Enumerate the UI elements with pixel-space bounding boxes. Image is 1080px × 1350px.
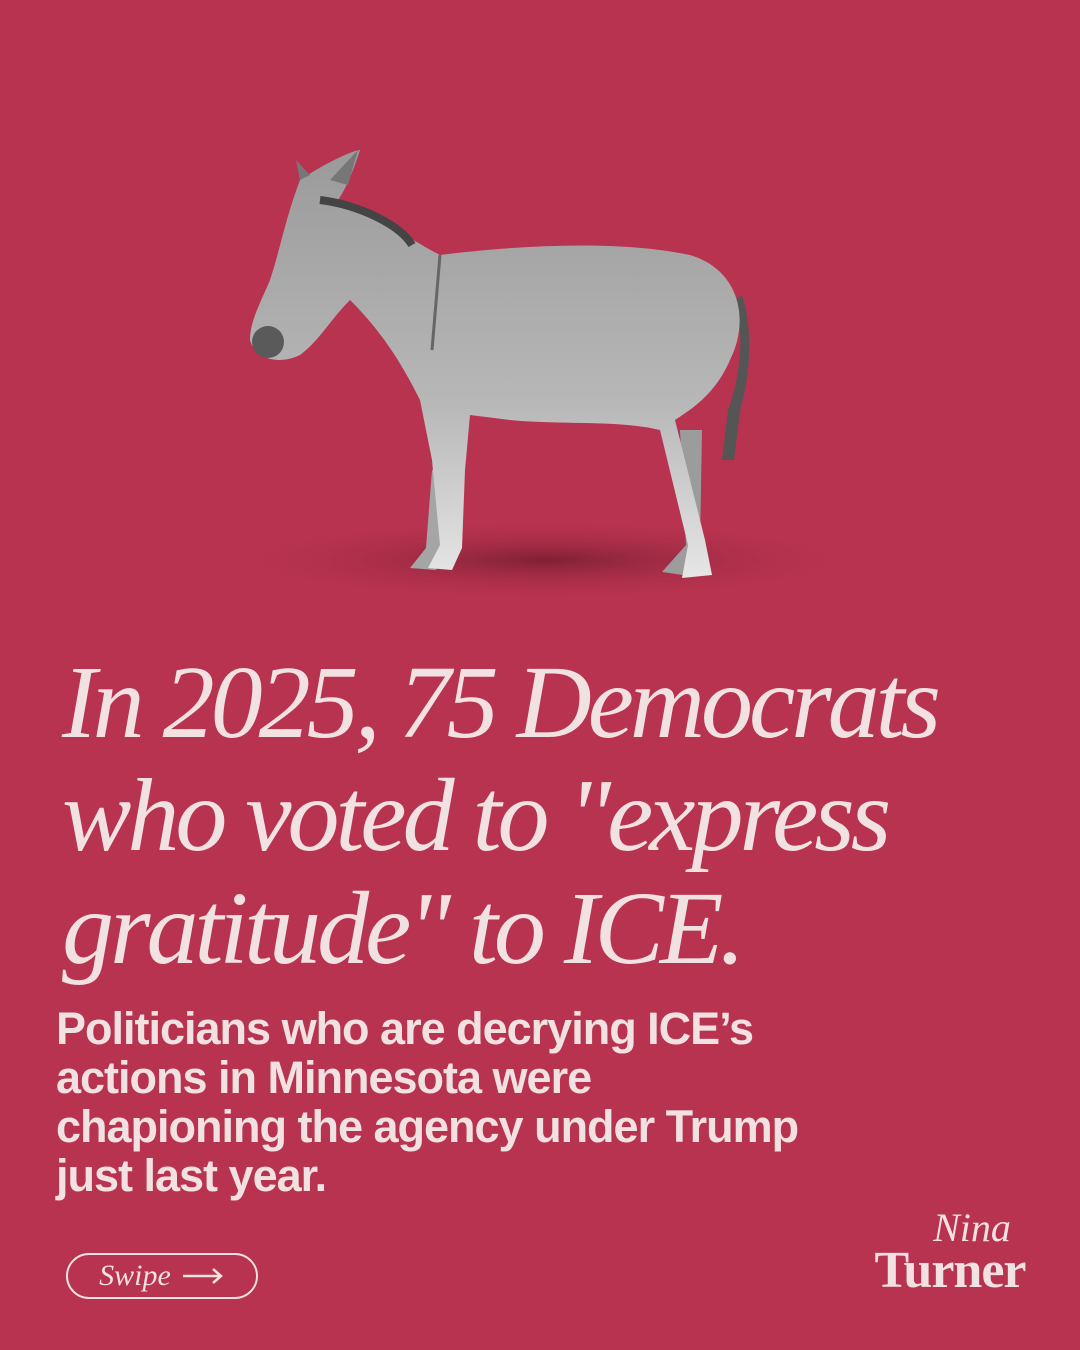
headline: In 2025, 75 Democrats who voted to "expre…: [62, 645, 941, 986]
logo: Nina Turner: [850, 1205, 1050, 1299]
arrow-icon: [182, 1268, 223, 1284]
headline-line: who voted to "express: [62, 758, 891, 873]
logo-first: Nina: [933, 1205, 1011, 1250]
swipe-button[interactable]: Swipe: [66, 1253, 258, 1299]
headline-line: gratitude" to ICE.: [62, 871, 745, 986]
stripe: [430, 254, 442, 351]
muzzle: [252, 326, 284, 358]
body-line: actions in Minnesota were: [56, 1052, 592, 1103]
logo-last: Turner: [874, 1242, 1027, 1299]
headline-line: In 2025, 75 Democrats: [62, 645, 941, 760]
body-line: just last year.: [56, 1150, 327, 1201]
shadow: [215, 518, 875, 602]
body-text: Politicians who are decrying ICE’s action…: [56, 1003, 799, 1201]
body: [250, 150, 740, 578]
donkey-illustration: [215, 150, 875, 602]
swipe-label: Swipe: [99, 1259, 171, 1292]
mane: [319, 196, 416, 248]
ears: [296, 150, 358, 185]
body-line: Politicians who are decrying ICE’s: [56, 1003, 754, 1054]
body-line: chapioning the agency under Trump: [56, 1101, 799, 1152]
tail: [722, 295, 750, 460]
